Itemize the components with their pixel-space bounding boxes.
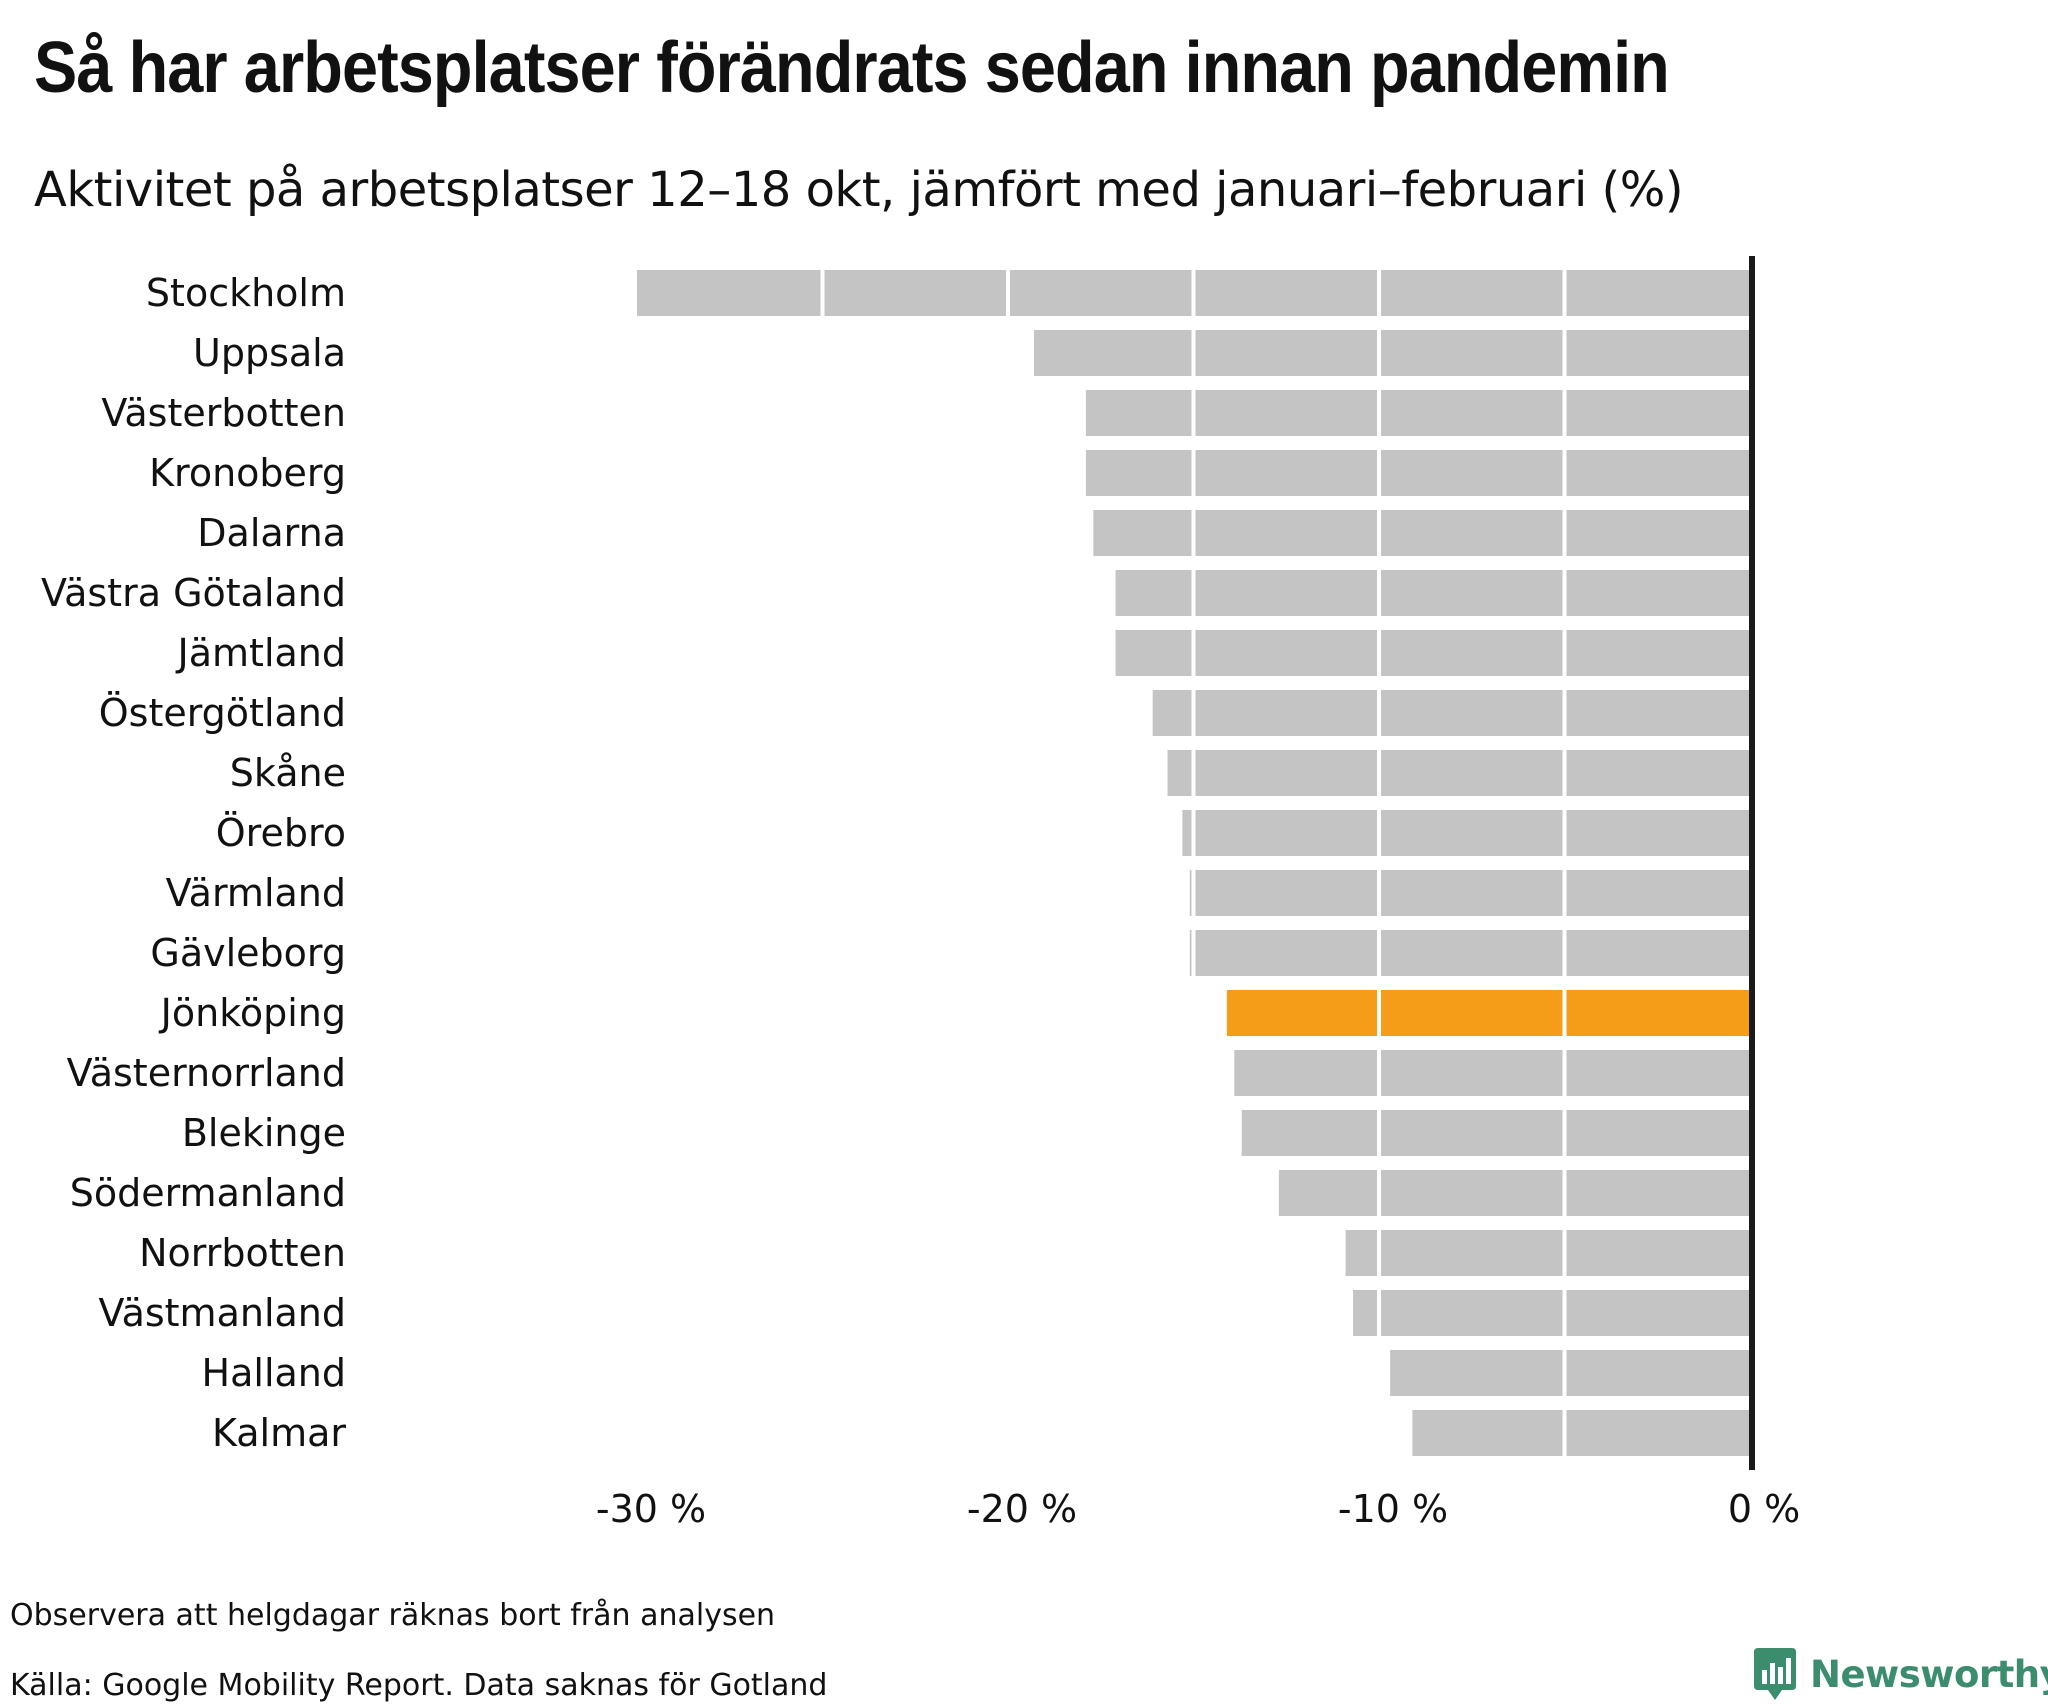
bar	[1152, 690, 1750, 736]
category-labels: Stockholm Uppsala Västerbotten Kronoberg Dal…	[41, 271, 346, 1455]
tick-label: -10 %	[1338, 1487, 1448, 1531]
brand-logo: Newsworthy	[1752, 1644, 2048, 1704]
bar	[1353, 1290, 1750, 1336]
bar	[1345, 1230, 1750, 1276]
category-label: Södermanland	[70, 1171, 346, 1215]
chart-subtitle: Aktivitet på arbetsplatser 12–18 okt, jä…	[34, 162, 1684, 218]
category-label: Skåne	[230, 751, 346, 795]
category-label: Stockholm	[146, 271, 346, 315]
bar	[1085, 450, 1750, 496]
brand-name: Newsworthy	[1810, 1652, 2048, 1696]
category-label: Uppsala	[193, 331, 346, 375]
bar	[1167, 750, 1750, 796]
category-label: Halland	[202, 1351, 346, 1395]
category-label: Kronoberg	[149, 451, 346, 495]
category-label: Västernorrland	[67, 1051, 346, 1095]
chart-title: Så har arbetsplatser förändrats sedan in…	[34, 28, 1670, 108]
category-label: Norrbotten	[139, 1231, 346, 1275]
newsworthy-logo-icon	[1754, 1648, 1796, 1700]
bar	[1412, 1410, 1750, 1456]
category-label: Västerbotten	[101, 391, 346, 435]
footnote-holidays: Observera att helgdagar räknas bort från…	[10, 1598, 776, 1633]
category-label: Kalmar	[212, 1411, 346, 1455]
category-label: Örebro	[216, 811, 346, 855]
bar	[1033, 330, 1750, 376]
bar	[1189, 870, 1750, 916]
bar	[1278, 1170, 1750, 1216]
bars	[637, 270, 1750, 1456]
category-label: Blekinge	[182, 1111, 346, 1155]
bar-chart: Stockholm Uppsala Västerbotten Kronoberg Dal…	[41, 256, 1800, 1531]
bar	[1189, 930, 1750, 976]
x-axis-ticks: -30 % -20 % -10 % 0 %	[596, 1487, 1800, 1531]
bar	[1390, 1350, 1750, 1396]
tick-label: -30 %	[596, 1487, 706, 1531]
tick-label: 0 %	[1728, 1487, 1800, 1531]
bar	[1182, 810, 1750, 856]
category-label: Västmanland	[99, 1291, 346, 1335]
category-label: Östergötland	[99, 691, 346, 735]
bar	[1241, 1110, 1750, 1156]
category-label: Jämtland	[176, 631, 346, 675]
bar	[1115, 570, 1750, 616]
bar	[1115, 630, 1750, 676]
bar	[1085, 390, 1750, 436]
category-label: Jönköping	[159, 991, 346, 1035]
category-label: Gävleborg	[150, 931, 346, 975]
category-label: Västra Götaland	[41, 571, 346, 615]
footnote-source: Källa: Google Mobility Report. Data sakn…	[10, 1668, 828, 1703]
bar	[1234, 1050, 1750, 1096]
bar	[1226, 990, 1750, 1036]
category-label: Dalarna	[197, 511, 346, 555]
gridlines	[820, 270, 1567, 1456]
tick-label: -20 %	[967, 1487, 1077, 1531]
bar	[1093, 510, 1750, 556]
category-label: Värmland	[166, 871, 346, 915]
